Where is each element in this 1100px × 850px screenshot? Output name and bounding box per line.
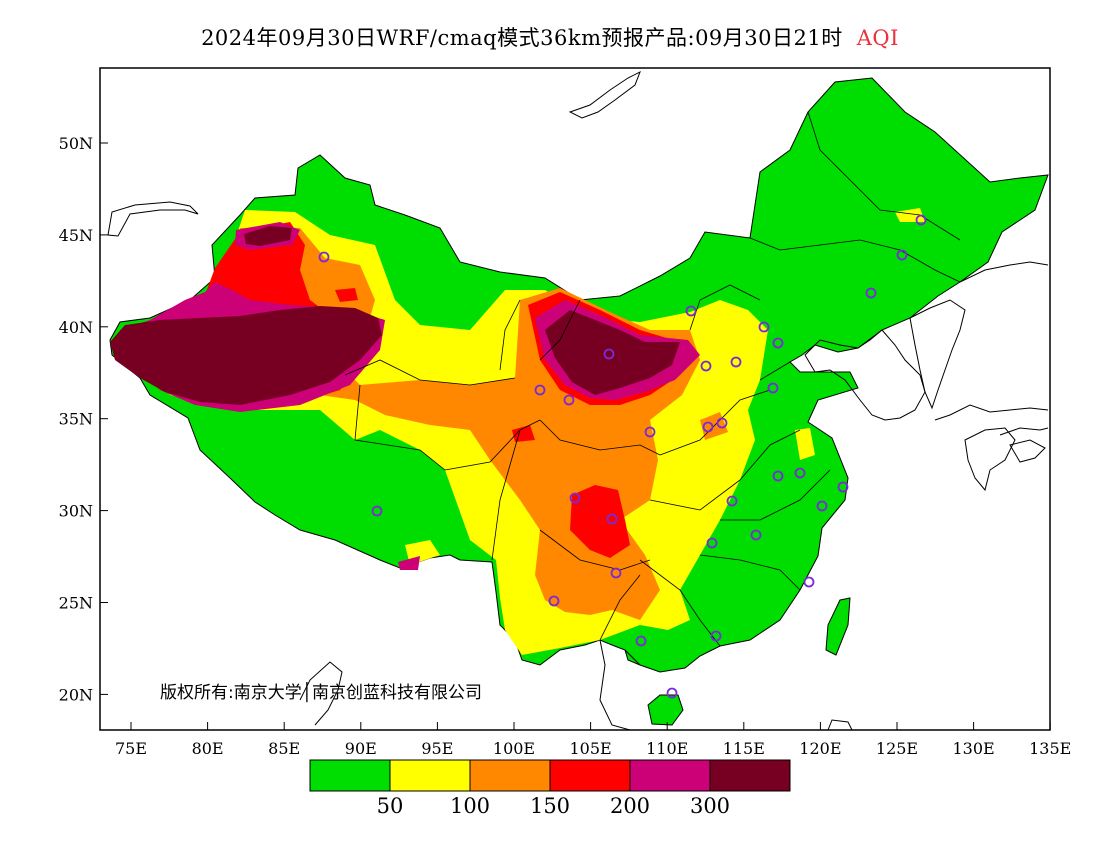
station-marker: [635, 635, 647, 647]
aqi-zone-unhealthy: [570, 485, 630, 558]
lon-tick-label: 95E: [421, 739, 453, 758]
taiwan-island: [825, 597, 851, 656]
station-marker: [534, 384, 546, 396]
lat-tick-label: 20N: [59, 685, 93, 704]
lon-tick-label: 100E: [493, 739, 535, 758]
station-marker: [750, 529, 762, 541]
variable-label: AQI: [856, 26, 899, 50]
station-marker: [644, 426, 656, 438]
lon-tick-label: 115E: [723, 739, 765, 758]
station-marker: [603, 348, 615, 360]
longitude-axis: 75E 80E 85E 90E 95E 100E 105E 110E 115E 120E 125E 1…: [115, 722, 1071, 758]
aqi-zone-moderate-patch: [795, 428, 815, 460]
latitude-axis: 50N 45N 40N 35N 30N 25N 20N: [59, 134, 108, 704]
legend-swatch: [309, 759, 391, 792]
station-marker: [318, 251, 330, 263]
legend-swatch: [469, 759, 551, 792]
station-marker: [700, 360, 712, 372]
legend-threshold-label: 100: [450, 794, 490, 818]
lon-tick-label: 105E: [569, 739, 611, 758]
station-markers: [318, 214, 927, 699]
station-marker: [772, 337, 784, 349]
legend-threshold-label: 300: [690, 794, 730, 818]
station-marker: [610, 567, 622, 579]
aqi-zone-moderate-patch: [708, 440, 742, 480]
station-marker: [726, 495, 738, 507]
hainan-island: [647, 694, 684, 726]
lat-tick-label: 35N: [59, 410, 93, 429]
station-marker: [371, 505, 383, 517]
lon-tick-label: 85E: [268, 739, 300, 758]
lon-tick-label: 90E: [345, 739, 377, 758]
lon-tick-label: 75E: [115, 739, 147, 758]
legend-threshold-label: 200: [610, 794, 650, 818]
lat-tick-label: 30N: [59, 502, 93, 521]
station-marker: [548, 595, 560, 607]
lat-tick-label: 40N: [59, 318, 93, 337]
lon-tick-label: 130E: [952, 739, 994, 758]
station-marker: [716, 417, 728, 429]
lon-tick-label: 125E: [876, 739, 918, 758]
station-marker: [837, 481, 849, 493]
station-marker: [772, 470, 784, 482]
legend-swatch: [389, 759, 471, 792]
aqi-legend: 50 100 150 200 300: [309, 759, 791, 818]
legend-swatch: [629, 759, 711, 792]
station-marker: [794, 467, 806, 479]
legend-swatch: [709, 759, 791, 792]
copyright-notice: 版权所有:南京大学│南京创蓝科技有限公司: [160, 683, 482, 703]
lat-tick-label: 45N: [59, 226, 93, 245]
station-marker: [666, 687, 678, 699]
lon-tick-label: 120E: [799, 739, 841, 758]
aqi-zone-hazardous: [244, 226, 292, 246]
legend-threshold-label: 150: [530, 794, 570, 818]
coastlines: [107, 70, 1049, 730]
station-marker: [563, 394, 575, 406]
lon-tick-label: 135E: [1029, 739, 1071, 758]
lat-tick-label: 25N: [59, 594, 93, 613]
aqi-zone-very-unhealthy: [398, 556, 420, 570]
station-marker: [702, 421, 714, 433]
station-marker: [710, 630, 722, 642]
map-title: 2024年09月30日WRF/cmaq模式36km预报产品:09月30日21时 A…: [0, 22, 1100, 52]
station-marker: [896, 249, 908, 261]
station-marker: [915, 214, 927, 226]
station-marker: [606, 513, 618, 525]
station-marker: [803, 576, 815, 588]
lon-tick-label: 80E: [192, 739, 224, 758]
legend-threshold-label: 50: [377, 794, 404, 818]
station-marker: [685, 305, 697, 317]
station-marker: [816, 500, 828, 512]
station-marker: [706, 537, 718, 549]
legend-swatch: [549, 759, 631, 792]
title-text: 2024年09月30日WRF/cmaq模式36km预报产品:09月30日21时: [201, 26, 843, 50]
aqi-zone-unhealthy: [335, 288, 358, 302]
station-marker: [767, 382, 779, 394]
lat-tick-label: 50N: [59, 134, 93, 153]
aqi-zone-hazardous: [110, 306, 382, 405]
station-marker: [569, 492, 581, 504]
station-marker: [865, 287, 877, 299]
lon-tick-label: 110E: [646, 739, 688, 758]
station-marker: [730, 356, 742, 368]
province-boundaries: [344, 111, 961, 647]
station-marker: [758, 321, 770, 333]
